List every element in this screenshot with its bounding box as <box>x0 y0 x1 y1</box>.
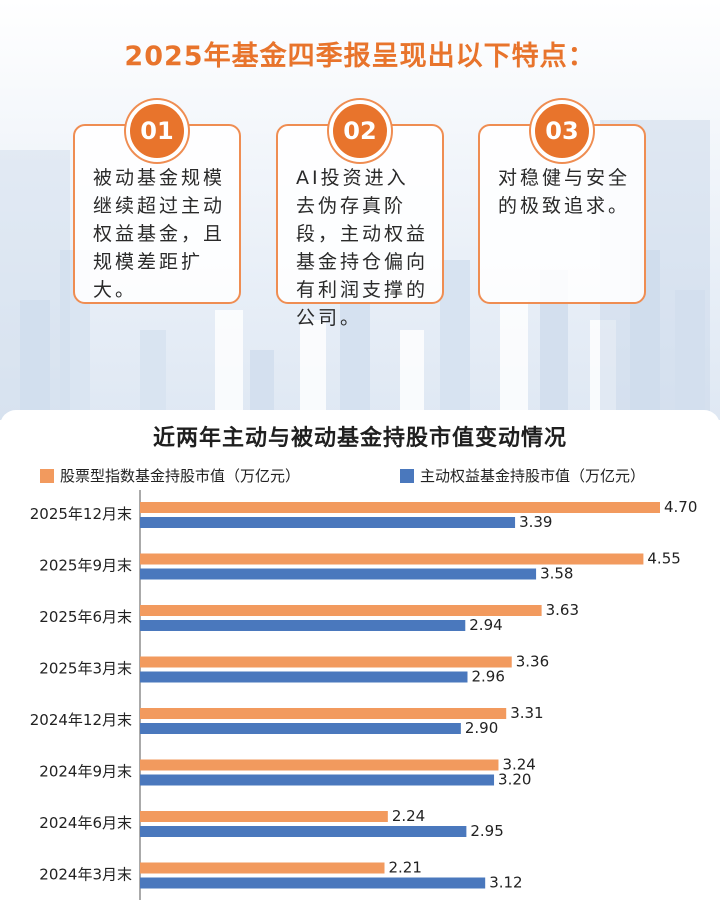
bar-active-fund <box>140 620 466 631</box>
bar-active-fund <box>140 517 516 528</box>
data-label: 3.12 <box>489 874 522 892</box>
data-label: 3.24 <box>502 756 535 774</box>
feature-card-1: 01 被动基金规模继续超过主动权益基金，且规模差距扩大。 <box>73 100 241 304</box>
chart-title: 近两年主动与被动基金持股市值变动情况 <box>152 426 567 451</box>
feature-card-3: 03 对稳健与安全的极致追求。 <box>478 100 646 304</box>
legend-swatch-orange <box>40 469 54 483</box>
data-label: 2.94 <box>469 616 502 634</box>
bar-active-fund <box>140 671 468 683</box>
category-tick-label: 2025年9月末 <box>39 557 132 575</box>
legend-item-active-funds: 主动权益基金持股市值（万亿元） <box>400 465 645 486</box>
data-label: 2.21 <box>389 859 422 877</box>
card-number-badge: 02 <box>329 100 391 162</box>
data-label: 2.24 <box>392 807 425 825</box>
bar-index-fund <box>140 811 388 822</box>
card-number-badge: 01 <box>126 100 188 162</box>
legend-label: 主动权益基金持股市值（万亿元） <box>420 467 646 485</box>
bar-index-fund <box>140 759 499 771</box>
card-text: 对稳健与安全的极致追求。 <box>498 167 631 217</box>
bar-index-fund <box>140 502 660 513</box>
data-label: 2.95 <box>470 822 503 840</box>
bar-chart: 2025年12月末 4.70 3.39 2025年9月末 4.55 3.58 2025年6月… <box>30 490 697 900</box>
category-tick-label: 2024年12月末 <box>30 711 132 729</box>
bar-index-fund <box>140 862 385 874</box>
feature-card-2: 02 AI投资进入去伪存真阶段，主动权益基金持仓偏向有利润支撑的公司。 <box>276 100 444 329</box>
chart-title-background <box>0 410 720 456</box>
legend-label: 股票型指数基金持股市值（万亿元） <box>60 467 301 485</box>
card-text: 被动基金规模继续超过主动权益基金，且规模差距扩大。 <box>93 167 226 301</box>
bar-active-fund <box>140 568 537 580</box>
bar-active-fund <box>140 877 486 889</box>
data-label: 3.31 <box>510 704 543 722</box>
data-label: 3.63 <box>546 601 579 619</box>
bar-index-fund <box>140 656 512 668</box>
data-label: 4.55 <box>647 550 680 568</box>
card-number-badge: 03 <box>531 100 593 162</box>
category-tick-label: 2025年12月末 <box>30 505 132 523</box>
category-tick-label: 2024年6月末 <box>39 814 132 832</box>
bar-index-fund <box>140 708 507 719</box>
category-tick-label: 2024年3月末 <box>39 866 132 884</box>
category-tick-label: 2024年9月末 <box>39 763 132 781</box>
legend-item-index-funds: 股票型指数基金持股市值（万亿元） <box>40 465 300 486</box>
data-label: 2.90 <box>465 719 498 737</box>
bar-index-fund <box>140 553 644 565</box>
data-label: 3.20 <box>498 771 531 789</box>
bar-active-fund <box>140 826 467 837</box>
data-label: 4.70 <box>664 498 697 516</box>
data-label: 3.39 <box>519 513 552 531</box>
category-tick-label: 2025年6月末 <box>39 608 132 626</box>
bar-index-fund <box>140 605 542 616</box>
card-text: AI投资进入去伪存真阶段，主动权益基金持仓偏向有利润支撑的公司。 <box>296 167 429 329</box>
data-label: 3.58 <box>540 565 573 583</box>
data-label: 2.96 <box>471 668 504 686</box>
page-headline: 2025年基金四季报呈现出以下特点： <box>124 41 596 72</box>
category-tick-label: 2025年3月末 <box>39 660 132 678</box>
bar-active-fund <box>140 723 461 734</box>
legend-swatch-blue <box>400 469 414 483</box>
data-label: 3.36 <box>516 653 549 671</box>
bar-active-fund <box>140 774 495 786</box>
infographic-header: 2025年基金四季报呈现出以下特点： 01 被动基金规模继续超过主动权益基金，且… <box>0 0 720 420</box>
